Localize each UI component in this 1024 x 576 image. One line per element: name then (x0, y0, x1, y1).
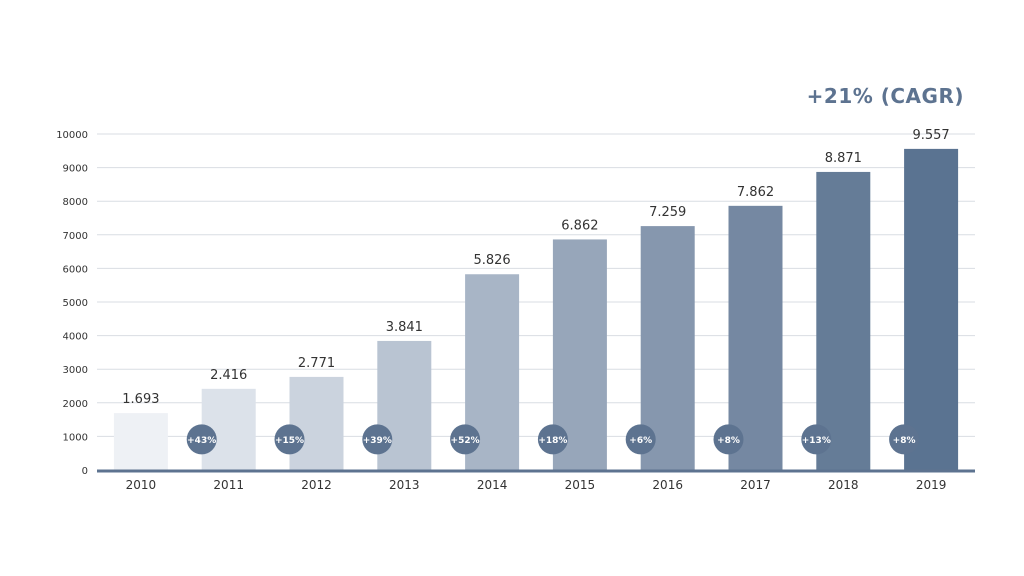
y-tick-label: 0 (82, 466, 88, 477)
bar (113, 413, 168, 470)
x-tick-label: 2013 (389, 478, 420, 492)
y-tick-label: 9000 (63, 164, 88, 175)
bar-value-label: 7.862 (737, 185, 774, 200)
growth-badge-label: +6% (629, 436, 652, 446)
growth-badge (801, 424, 832, 455)
bar-value-label: 2.771 (298, 356, 335, 371)
growth-badge-label: +13% (802, 436, 831, 446)
growth-badge (537, 424, 568, 455)
y-tick-label: 2000 (63, 399, 88, 410)
growth-badge-label: +43% (187, 436, 216, 446)
growth-badge (450, 424, 481, 455)
growth-badge (889, 424, 920, 455)
x-tick-label: 2017 (740, 478, 771, 492)
growth-badge (362, 424, 393, 455)
y-tick-label: 10000 (56, 130, 88, 141)
bar-value-label: 9.557 (912, 128, 949, 143)
growth-badge-label: +52% (451, 436, 480, 446)
growth-badge-label: +18% (538, 436, 567, 446)
bar (816, 171, 871, 471)
y-tick-label: 3000 (63, 365, 88, 376)
bar (289, 376, 344, 470)
growth-badge (274, 424, 305, 455)
bar-value-label: 7.259 (649, 205, 686, 220)
growth-badge-label: +15% (275, 436, 304, 446)
y-tick-label: 4000 (63, 332, 88, 343)
bar-value-label: 2.416 (210, 368, 247, 383)
bar-value-label: 8.871 (825, 151, 862, 166)
bar-value-label: 3.841 (386, 320, 423, 335)
y-tick-label: 5000 (63, 298, 88, 309)
growth-badge (186, 424, 217, 455)
x-tick-label: 2019 (916, 478, 947, 492)
y-tick-label: 6000 (63, 264, 88, 275)
y-tick-label: 8000 (63, 197, 88, 208)
bar-value-label: 1.693 (122, 392, 159, 407)
growth-badge-label: +8% (717, 436, 740, 446)
growth-badge-label: +39% (363, 436, 392, 446)
x-tick-label: 2016 (652, 478, 683, 492)
x-tick-label: 2015 (565, 478, 596, 492)
x-tick-label: 2018 (828, 478, 859, 492)
bar-value-label: 5.826 (473, 253, 510, 268)
growth-badge (625, 424, 656, 455)
bar (728, 205, 783, 471)
x-tick-label: 2011 (213, 478, 244, 492)
y-tick-label: 7000 (63, 231, 88, 242)
growth-badge (713, 424, 744, 455)
growth-badge-label: +8% (893, 436, 916, 446)
bar (904, 148, 959, 470)
x-tick-label: 2014 (477, 478, 508, 492)
x-tick-label: 2010 (126, 478, 157, 492)
y-tick-label: 1000 (63, 432, 88, 443)
bar-value-label: 6.862 (561, 218, 598, 233)
cagr-label: +21% (CAGR) (806, 84, 964, 108)
x-tick-label: 2012 (301, 478, 332, 492)
